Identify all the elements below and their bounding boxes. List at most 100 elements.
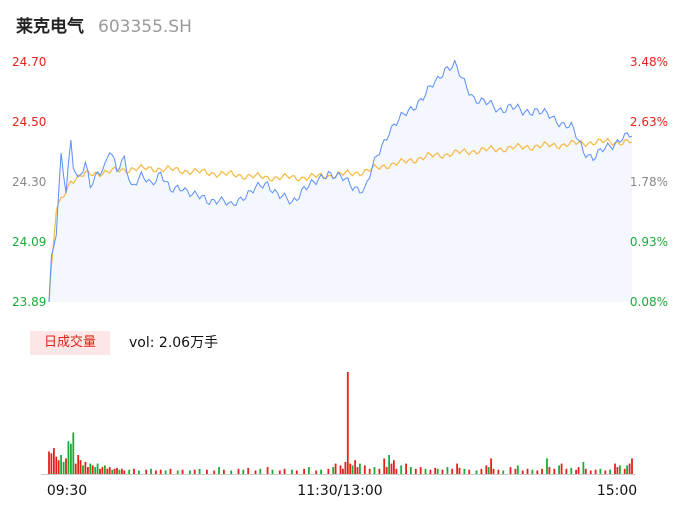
volume-bar (72, 432, 75, 474)
volume-bar (123, 470, 126, 474)
volume-bar (79, 460, 82, 474)
volume-bar (349, 463, 352, 474)
volume-bar (584, 468, 587, 474)
volume-bar (487, 467, 490, 474)
volume-bar (378, 468, 381, 474)
volume-bar (223, 469, 225, 474)
pct-tick-label: 0.93% (630, 235, 668, 249)
volume-bar (82, 465, 84, 474)
volume-bar (594, 469, 597, 474)
volume-bar (278, 470, 281, 474)
volume-bar (424, 468, 427, 474)
volume-bar (138, 470, 140, 474)
volume-bar (133, 468, 135, 474)
volume-bar (405, 463, 407, 474)
volume-bar (74, 463, 77, 474)
stock-code: 603355.SH (98, 17, 192, 37)
volume-bar (50, 453, 53, 474)
volume-bar (320, 469, 322, 474)
volume-bar (271, 469, 274, 474)
volume-bar (582, 461, 585, 474)
volume-bar (266, 467, 269, 474)
volume-bar (373, 467, 376, 474)
volume-bar (283, 468, 286, 474)
volume-bar (570, 467, 573, 474)
volume-bar (101, 467, 104, 474)
volume-bar (414, 468, 417, 474)
volume-bar (118, 469, 121, 474)
volume-bar (70, 443, 72, 474)
volume-bar (99, 468, 101, 474)
volume-bar (577, 467, 580, 474)
volume-bar (589, 470, 592, 474)
volume-bar (344, 461, 347, 474)
volume-bar (560, 463, 563, 474)
volume-readout: vol: 2.06万手 (129, 331, 218, 355)
volume-bar (91, 465, 94, 474)
volume-bar (108, 467, 111, 474)
volume-bar (502, 470, 505, 474)
volume-bar (395, 468, 398, 474)
price-line (48, 59, 633, 303)
volume-bar (48, 451, 50, 474)
volume-bar (359, 463, 361, 474)
volume-bar (626, 465, 628, 474)
volume-bar (303, 468, 305, 474)
volume-bar (96, 463, 99, 474)
volume-bar (599, 468, 602, 474)
volume-bar (631, 458, 633, 474)
volume-bar (351, 465, 354, 474)
volume-bar (121, 468, 123, 474)
volume-bar (521, 470, 524, 474)
volume-bar (342, 468, 344, 474)
volume-bar (128, 469, 131, 474)
volume-bar (363, 465, 366, 474)
volume-value: 2.06万手 (158, 335, 219, 351)
volume-bar (198, 468, 201, 474)
volume-bar (558, 465, 560, 474)
volume-bar (230, 470, 233, 474)
volume-bar (237, 468, 240, 474)
volume-bar (546, 458, 548, 474)
volume-bar (446, 467, 449, 474)
volume-bar (155, 470, 157, 474)
volume-bar (189, 470, 191, 474)
volume-bar (434, 467, 437, 474)
volume-bar (441, 469, 444, 474)
pct-tick-label: 0.08% (630, 295, 668, 309)
volume-bar (60, 455, 62, 474)
y-tick-label: 23.89 (12, 295, 46, 309)
volume-bar (614, 463, 616, 474)
volume-bar (475, 470, 478, 474)
x-tick-label: 11:30/13:00 (297, 483, 382, 499)
volume-bar (145, 469, 148, 474)
volume-badge: 日成交量 (30, 331, 110, 355)
price-area-fill (49, 60, 632, 302)
volume-bar (388, 455, 390, 474)
volume-bar (628, 463, 631, 474)
volume-bar (169, 468, 172, 474)
pct-tick-label: 2.63% (630, 115, 668, 129)
volume-bar (575, 469, 577, 474)
volume-bar (291, 469, 293, 474)
volume-bar (536, 470, 539, 474)
volume-bar (242, 469, 245, 474)
volume-bar (526, 468, 529, 474)
volume-bar (616, 467, 619, 474)
volume-bar (400, 465, 403, 474)
volume-bar (104, 465, 106, 474)
volume-bar (106, 468, 109, 474)
y-tick-label: 24.09 (12, 235, 46, 249)
volume-bar (609, 469, 611, 474)
volume-bar (436, 468, 439, 474)
pct-tick-label: 3.48% (630, 55, 668, 69)
volume-bar (150, 468, 152, 474)
volume-bar (111, 469, 114, 474)
volume-bar (55, 456, 58, 474)
volume-bar (541, 468, 543, 474)
volume-bar (65, 458, 67, 474)
volume-bar (623, 468, 626, 474)
volume-bar (410, 467, 412, 474)
volume-bar (383, 458, 386, 474)
